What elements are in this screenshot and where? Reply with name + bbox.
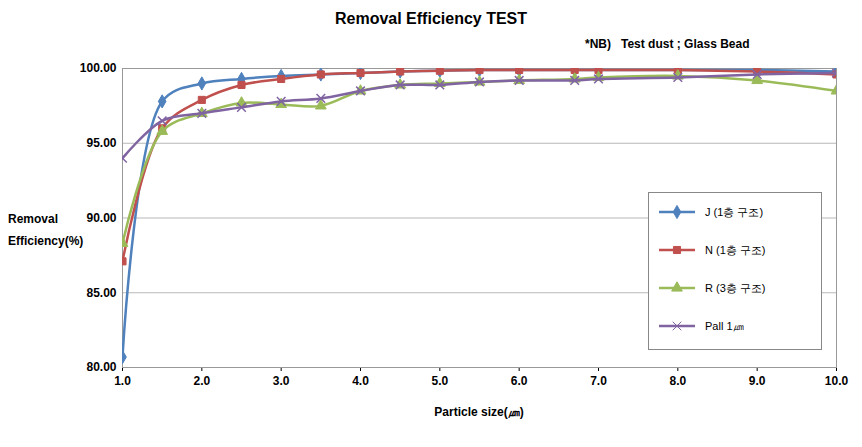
html-text:Removal Efficiency TEST: Removal Efficiency TEST (335, 10, 527, 27)
html-text:Particle size(㎛): Particle size(㎛) (434, 405, 524, 419)
svg-text:8.0: 8.0 (669, 374, 686, 388)
svg-text:3.0: 3.0 (273, 374, 290, 388)
svg-text:2.0: 2.0 (193, 374, 210, 388)
svg-text:80.00: 80.00 (86, 360, 116, 374)
svg-text:9.0: 9.0 (749, 374, 766, 388)
html-text:N (1층 구조): N (1층 구조) (705, 243, 766, 256)
svg-text:7.0: 7.0 (590, 374, 607, 388)
svg-text:1.0: 1.0 (114, 374, 131, 388)
svg-text:6.0: 6.0 (511, 374, 528, 388)
svg-text:90.00: 90.00 (86, 211, 116, 225)
svg-text:100.00: 100.00 (80, 61, 117, 75)
svg-text:85.00: 85.00 (86, 286, 116, 300)
html-text:Removal Efficiency(%): Removal Efficiency(%) (8, 212, 84, 248)
svg-text:5.0: 5.0 (431, 374, 448, 388)
html-text:Pall 1㎛: Pall 1㎛ (705, 319, 744, 332)
html-text:J (1층 구조): J (1층 구조) (705, 205, 764, 218)
svg-text:4.0: 4.0 (352, 374, 369, 388)
svg-text:10.0: 10.0 (825, 374, 849, 388)
html-text:*NB) Test dust ; Glass Bead: *NB) Test dust ; Glass Bead (585, 37, 750, 51)
svg-text:95.00: 95.00 (86, 136, 116, 150)
html-text:R (3층 구조): R (3층 구조) (705, 281, 766, 294)
